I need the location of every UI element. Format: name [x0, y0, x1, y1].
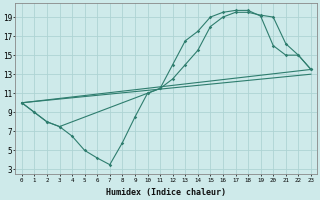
X-axis label: Humidex (Indice chaleur): Humidex (Indice chaleur) [106, 188, 226, 197]
